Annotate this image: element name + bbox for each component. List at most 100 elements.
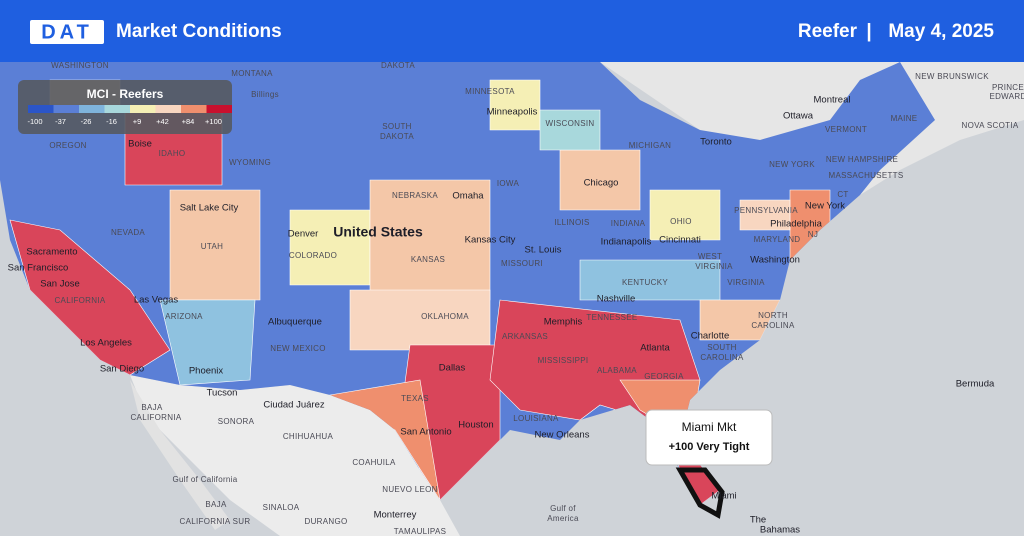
logo-box [30,20,104,44]
place-label: ILLINOIS [554,218,589,227]
place-label: Albuquerque [268,317,322,328]
place-label: Philadelphia [770,219,822,230]
place-label: VERMONT [825,125,867,134]
place-label: Denver [288,229,319,240]
place-label: United States [333,224,423,240]
place-label: MISSISSIPPI [538,356,589,365]
legend-title: MCI - Reefers [87,87,164,101]
place-label: Bermuda [956,379,995,390]
place-label: LOUISIANA [513,414,559,423]
logo: DAT [41,21,93,43]
place-label: MAINE [891,114,918,123]
baja [130,380,230,530]
canada [0,62,1024,195]
place-label: VIRGINIA [727,278,765,287]
place-label: BAJA [205,500,227,509]
place-label: KENTUCKY [622,278,668,287]
place-label: NEW HAMPSHIRE [826,155,898,164]
place-label: SOUTH [382,122,412,131]
place-label: Dallas [439,363,466,374]
legend-swatch [181,105,207,113]
header-bar [0,0,1024,62]
place-label: KANSAS [411,255,445,264]
place-label: WISCONSIN [546,119,595,128]
place-label: Billings [251,90,279,99]
place-label: WASHINGTON [51,61,109,70]
place-label: VIRGINIA [695,262,733,271]
place-label: TAMAULIPAS [394,527,447,536]
place-label: Montreal [814,95,851,106]
place-label: Minneapolis [487,107,538,118]
place-label: PENNSYLVANIA [734,206,798,215]
segment: Reefer [798,21,858,42]
place-label: Boise [128,139,152,150]
place-label: OHIO [670,217,692,226]
place-label: IDAHO [159,149,186,158]
place-label: Bahamas [760,525,800,536]
legend-scale: -100 -37 -26 -16 +9 +42 +84 +100 [27,105,232,126]
place-label: WYOMING [229,158,271,167]
place-label: San Antonio [400,427,451,438]
legend-tick: +100 [205,117,222,126]
place-label: CALIFORNIA [54,296,105,305]
legend-tick: +9 [133,117,142,126]
place-label: Charlotte [691,331,730,342]
place-label: TENNESSEE [586,313,637,322]
place-label: Sacramento [26,247,77,258]
place-label: San Jose [40,279,80,290]
place-label: Toronto [700,137,732,148]
place-label: OREGON [49,141,86,150]
place-label: Atlanta [640,343,670,354]
place-label: MINNESOTA [465,87,515,96]
place-label: MICHIGAN [629,141,671,150]
place-label: NEW BRUNSWICK [915,72,989,81]
place-label: EDWARD [989,92,1024,101]
place-label: PRINCE [992,83,1024,92]
region [739,199,791,231]
legend-swatch [206,105,232,113]
legend-tick: -26 [81,117,92,126]
place-label: CALIFORNIA SUR [180,517,251,526]
legend-tick: -37 [55,117,66,126]
place-label: BAJA [141,403,163,412]
miami-outline [675,467,725,519]
place-label: CAROLINA [751,321,795,330]
place-label: GEORGIA [644,372,684,381]
place-label: Las Vegas [134,295,179,306]
legend-swatch [104,105,130,113]
place-label: MONTANA [231,69,273,78]
place-label: COLORADO [289,251,337,260]
place-label: TEXAS [401,394,429,403]
tooltip-value: +100 Very Tight [669,441,750,453]
legend-tick: -100 [27,117,42,126]
place-label: SONORA [218,417,255,426]
legend-tick: +42 [156,117,169,126]
place-label: NJ [808,230,818,239]
place-label: NEVADA [111,228,145,237]
separator: | [866,21,871,42]
place-label: NOVA SCOTIA [962,121,1019,130]
place-label: UTAH [201,242,223,251]
place-label: OKLAHOMA [421,312,469,321]
place-label: NUEVO LEON [382,485,437,494]
region [169,189,261,301]
place-label: NEW YORK [769,160,815,169]
mci-regions [0,62,935,505]
region [559,149,641,211]
place-label: ARIZONA [165,312,203,321]
region [289,209,371,286]
legend-swatch [155,105,181,113]
place-label: Ciudad Juárez [263,400,325,411]
place-label: San Francisco [8,263,69,274]
place-label: Cincinnati [659,235,701,246]
tooltip [645,409,773,466]
place-label: Tucson [207,388,238,399]
place-label: NORTH [758,311,788,320]
date: May 4, 2025 [888,21,994,42]
place-label: Omaha [452,191,484,202]
legend-swatch [79,105,105,113]
place-label: America [547,514,579,523]
place-label: MISSOURI [501,259,543,268]
place-label: San Diego [100,364,144,375]
place-label: COAHUILA [352,458,396,467]
